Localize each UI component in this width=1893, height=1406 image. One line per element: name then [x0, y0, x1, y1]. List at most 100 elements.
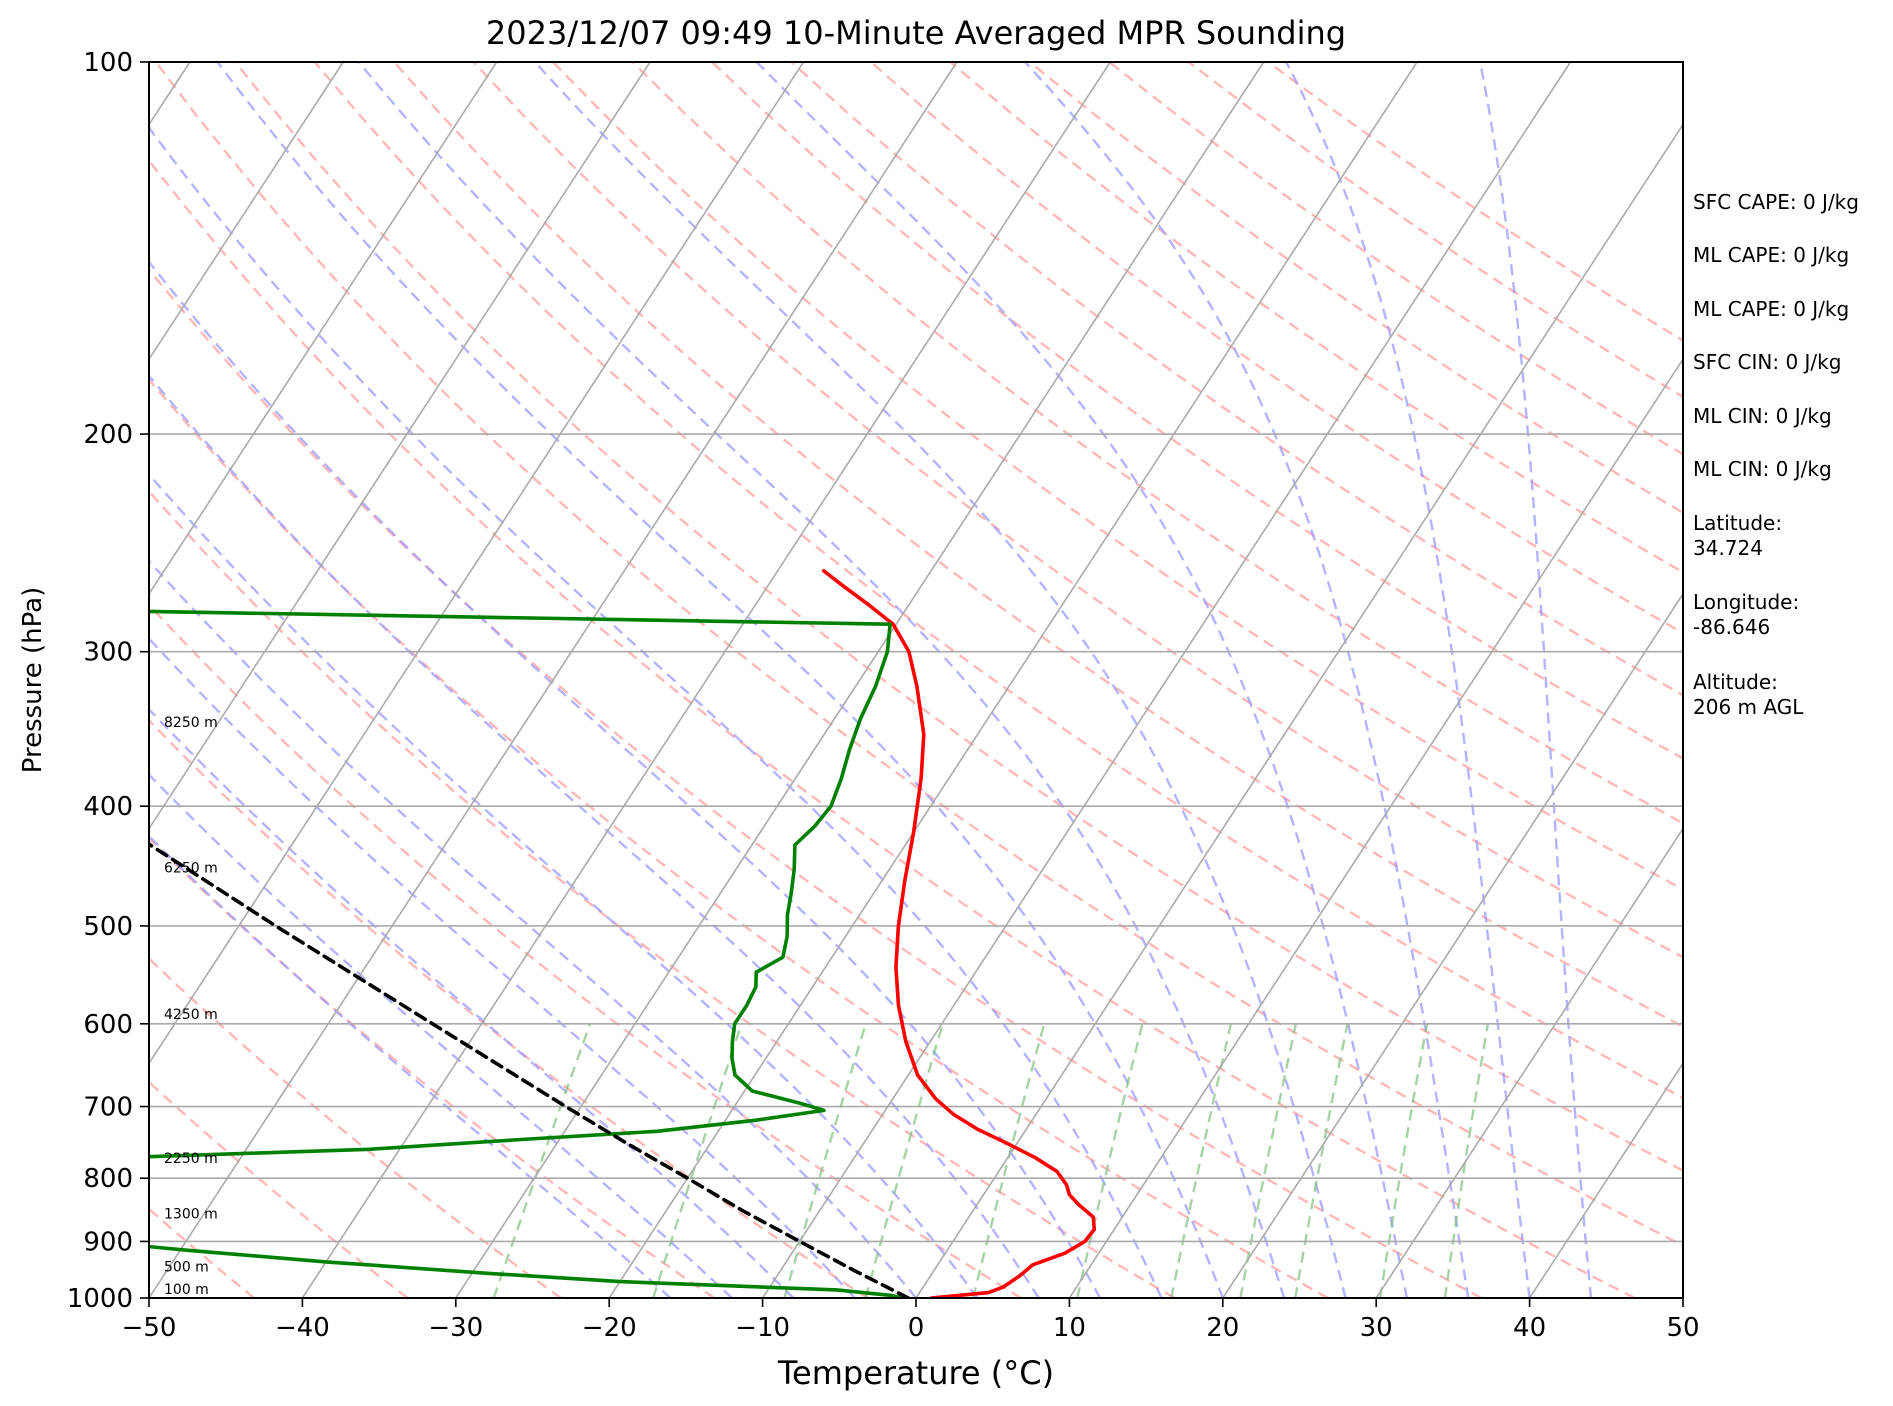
- isotherm-line: [761, 62, 1572, 1298]
- mixing-ratio-line: [971, 1023, 1046, 1298]
- moist-adiabat: [149, 834, 672, 1298]
- x-tick-label: −50: [122, 1313, 177, 1343]
- dry-adiabat: [313, 62, 1683, 1100]
- dry-adiabat: [870, 62, 1683, 635]
- height-label: 2250 m: [164, 1151, 218, 1167]
- height-label: 1300 m: [164, 1206, 218, 1222]
- mixing-ratio-line: [1170, 1023, 1233, 1298]
- dry-adiabat: [472, 62, 1683, 959]
- isotherm-line: [1068, 357, 1683, 1298]
- dry-adiabat: [149, 158, 1636, 1298]
- isotherm-line: [149, 62, 344, 361]
- mixing-ratio-line: [652, 1023, 743, 1298]
- mixing-ratio-line: [1378, 1023, 1429, 1298]
- ml-cin-label-2: ML CIN: 0 J/kg: [1693, 457, 1832, 481]
- chart-title: 2023/12/07 09:49 10-Minute Averaged MPR …: [486, 14, 1346, 52]
- dry-adiabat: [149, 718, 869, 1298]
- height-label: 100 m: [164, 1282, 209, 1298]
- height-label: 500 m: [164, 1259, 209, 1275]
- moist-adiabat: [149, 772, 733, 1298]
- moist-adiabat: [149, 125, 1163, 1298]
- x-tick-label: 40: [1513, 1313, 1546, 1343]
- parcel-trace: [149, 842, 911, 1298]
- background-lines: [149, 62, 1683, 1298]
- x-tick-label: −10: [735, 1313, 790, 1343]
- dry-adiabat: [149, 1207, 255, 1298]
- sfc-cin-label: SFC CIN: 0 J/kg: [1693, 350, 1842, 374]
- y-tick-label: 200: [83, 420, 133, 450]
- isotherm-line: [149, 62, 958, 1298]
- ml-cin-label: ML CIN: 0 J/kg: [1693, 404, 1832, 428]
- moist-adiabat: [357, 62, 1286, 1298]
- dry-adiabat: [234, 62, 1683, 1173]
- y-tick-label: 700: [83, 1093, 133, 1123]
- x-tick-label: 50: [1666, 1313, 1699, 1343]
- y-axis-label: Pressure (hPa): [18, 587, 48, 774]
- height-label: 4250 m: [164, 1007, 218, 1023]
- longitude-label: Longitude: -86.646: [1693, 590, 1800, 639]
- x-tick-label: 10: [1053, 1313, 1086, 1343]
- moist-adiabat: [149, 559, 917, 1298]
- isotherm-line: [149, 62, 498, 596]
- mixing-ratio-line: [864, 1023, 944, 1298]
- dry-adiabat: [154, 62, 1683, 1247]
- mixing-ratio-line: [1076, 1023, 1144, 1298]
- temperature-trace: [821, 569, 1097, 1298]
- x-tick-label: 0: [908, 1313, 925, 1343]
- ml-cape-label-2: ML CAPE: 0 J/kg: [1693, 297, 1850, 321]
- x-tick-label: 20: [1206, 1313, 1239, 1343]
- isotherm-line: [1528, 1061, 1683, 1298]
- y-tick-label: 500: [83, 912, 133, 942]
- dry-adiabat: [393, 62, 1683, 1029]
- sfc-cape-label: SFC CAPE: 0 J/kg: [1693, 190, 1859, 214]
- isotherm-line: [608, 62, 1418, 1298]
- moist-adiabat: [533, 62, 1347, 1298]
- latitude-label: Latitude: 34.724: [1693, 511, 1783, 560]
- mixing-ratio-line: [783, 1023, 867, 1298]
- moist-adiabat: [1479, 62, 1593, 1298]
- x-tick-label: −30: [428, 1313, 483, 1343]
- moist-adiabat: [755, 62, 1409, 1298]
- isotherm-line: [1222, 592, 1683, 1298]
- dry-adiabat: [149, 956, 562, 1298]
- dry-adiabat: [711, 62, 1683, 760]
- mixing-ratio-line: [1239, 1023, 1298, 1298]
- dry-adiabat: [149, 603, 1022, 1298]
- isotherm-line: [455, 62, 1265, 1298]
- isotherm-line: [915, 123, 1683, 1298]
- altitude-label: Altitude: 206 m AGL: [1693, 670, 1804, 719]
- dry-adiabat: [149, 489, 1176, 1298]
- mixing-ratio-line: [1294, 1023, 1349, 1298]
- y-tick-label: 1000: [67, 1284, 133, 1314]
- y-tick-label: 600: [83, 1010, 133, 1040]
- height-label: 8250 m: [164, 715, 218, 731]
- axis-ticks: −50 −40 −30 −20 −10 0 10 20 30 40 50 100 200 300 400 50…: [67, 48, 1700, 1343]
- moist-adiabat: [149, 636, 856, 1298]
- x-tick-label: −40: [275, 1313, 330, 1343]
- height-label: 6250 m: [164, 860, 218, 876]
- y-tick-label: 400: [83, 792, 133, 822]
- moist-adiabat: [1285, 62, 1531, 1298]
- moist-adiabat: [1024, 62, 1470, 1298]
- dry-adiabat: [552, 62, 1683, 891]
- height-labels: 8250 m 6250 m 4250 m 2250 m 1300 m 500 m 100 m: [164, 715, 218, 1298]
- isotherm-line: [1375, 827, 1683, 1298]
- sounding-traces: [149, 569, 1097, 1298]
- dewpoint-trace: [149, 609, 906, 1298]
- moist-adiabat: [149, 707, 795, 1298]
- isotherm-line: [149, 62, 805, 1065]
- y-tick-label: 100: [83, 48, 133, 78]
- ml-cape-label: ML CAPE: 0 J/kg: [1693, 243, 1850, 267]
- x-tick-label: −20: [582, 1313, 637, 1343]
- moist-adiabat: [149, 472, 979, 1298]
- gridlines: [149, 62, 1683, 1298]
- moist-adiabat: [149, 260, 1102, 1298]
- mixing-ratio-line: [1443, 1023, 1490, 1298]
- isotherm-line: [149, 62, 651, 831]
- y-tick-label: 800: [83, 1164, 133, 1194]
- y-tick-label: 300: [83, 638, 133, 668]
- moist-adiabat: [216, 62, 1224, 1298]
- moist-adiabat: [149, 374, 1040, 1298]
- x-tick-label: 30: [1360, 1313, 1393, 1343]
